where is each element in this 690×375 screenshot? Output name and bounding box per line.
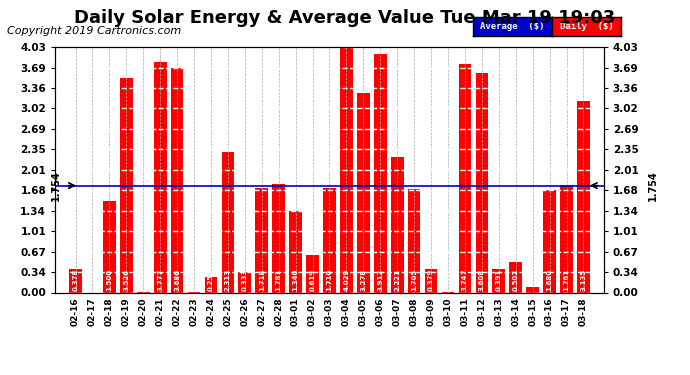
- Text: 1.705: 1.705: [411, 269, 417, 291]
- Text: 0.502: 0.502: [513, 269, 519, 291]
- Bar: [289, 211, 302, 292]
- Text: 2.313: 2.313: [225, 269, 231, 291]
- Text: 3.777: 3.777: [157, 269, 163, 291]
- Bar: [340, 47, 353, 292]
- Text: 3.608: 3.608: [479, 269, 485, 291]
- Bar: [408, 189, 420, 292]
- Text: 3.747: 3.747: [462, 269, 468, 291]
- Text: 0.379: 0.379: [428, 269, 434, 291]
- Text: 1.680: 1.680: [546, 269, 553, 291]
- Bar: [154, 62, 166, 292]
- Text: 3.686: 3.686: [174, 269, 180, 291]
- Text: Copyright 2019 Cartronics.com: Copyright 2019 Cartronics.com: [7, 26, 181, 36]
- Text: 0.333: 0.333: [241, 269, 248, 291]
- Text: 1.754: 1.754: [648, 170, 658, 201]
- Bar: [425, 269, 437, 292]
- Text: 2.221: 2.221: [394, 269, 400, 291]
- Bar: [205, 277, 217, 292]
- Text: 1.340: 1.340: [293, 269, 299, 291]
- Text: 0.255: 0.255: [208, 269, 214, 291]
- Bar: [323, 188, 336, 292]
- Text: 3.526: 3.526: [124, 269, 129, 291]
- Bar: [543, 190, 556, 292]
- Bar: [509, 262, 522, 292]
- Bar: [577, 101, 590, 292]
- Bar: [526, 287, 539, 292]
- Text: 0.619: 0.619: [310, 269, 315, 291]
- Bar: [273, 184, 285, 292]
- Bar: [103, 201, 116, 292]
- Text: Average  ($): Average ($): [480, 22, 544, 31]
- Bar: [221, 152, 234, 292]
- Bar: [560, 185, 573, 292]
- Bar: [170, 68, 184, 292]
- Bar: [459, 64, 471, 292]
- Text: 1.710: 1.710: [326, 269, 333, 291]
- Text: 0.378: 0.378: [72, 269, 79, 291]
- Text: 3.135: 3.135: [580, 269, 586, 291]
- Bar: [374, 54, 386, 292]
- Text: 3.278: 3.278: [360, 269, 366, 291]
- Text: 3.912: 3.912: [377, 269, 383, 291]
- Text: 4.029: 4.029: [344, 269, 349, 291]
- Bar: [391, 157, 404, 292]
- Text: Daily  ($): Daily ($): [560, 22, 613, 31]
- Bar: [475, 73, 489, 292]
- Bar: [357, 93, 370, 292]
- Bar: [255, 188, 268, 292]
- Bar: [69, 270, 82, 292]
- Text: 1.754: 1.754: [51, 170, 61, 201]
- Bar: [239, 272, 251, 292]
- Bar: [493, 268, 505, 292]
- Text: 0.391: 0.391: [496, 269, 502, 291]
- Bar: [120, 78, 132, 292]
- Text: 1.781: 1.781: [276, 269, 282, 291]
- Text: 1.761: 1.761: [564, 269, 569, 291]
- Text: 1.718: 1.718: [259, 269, 265, 291]
- Bar: [306, 255, 319, 292]
- Text: 1.500: 1.500: [106, 269, 112, 291]
- Text: Daily Solar Energy & Average Value Tue Mar 19 19:03: Daily Solar Energy & Average Value Tue M…: [75, 9, 615, 27]
